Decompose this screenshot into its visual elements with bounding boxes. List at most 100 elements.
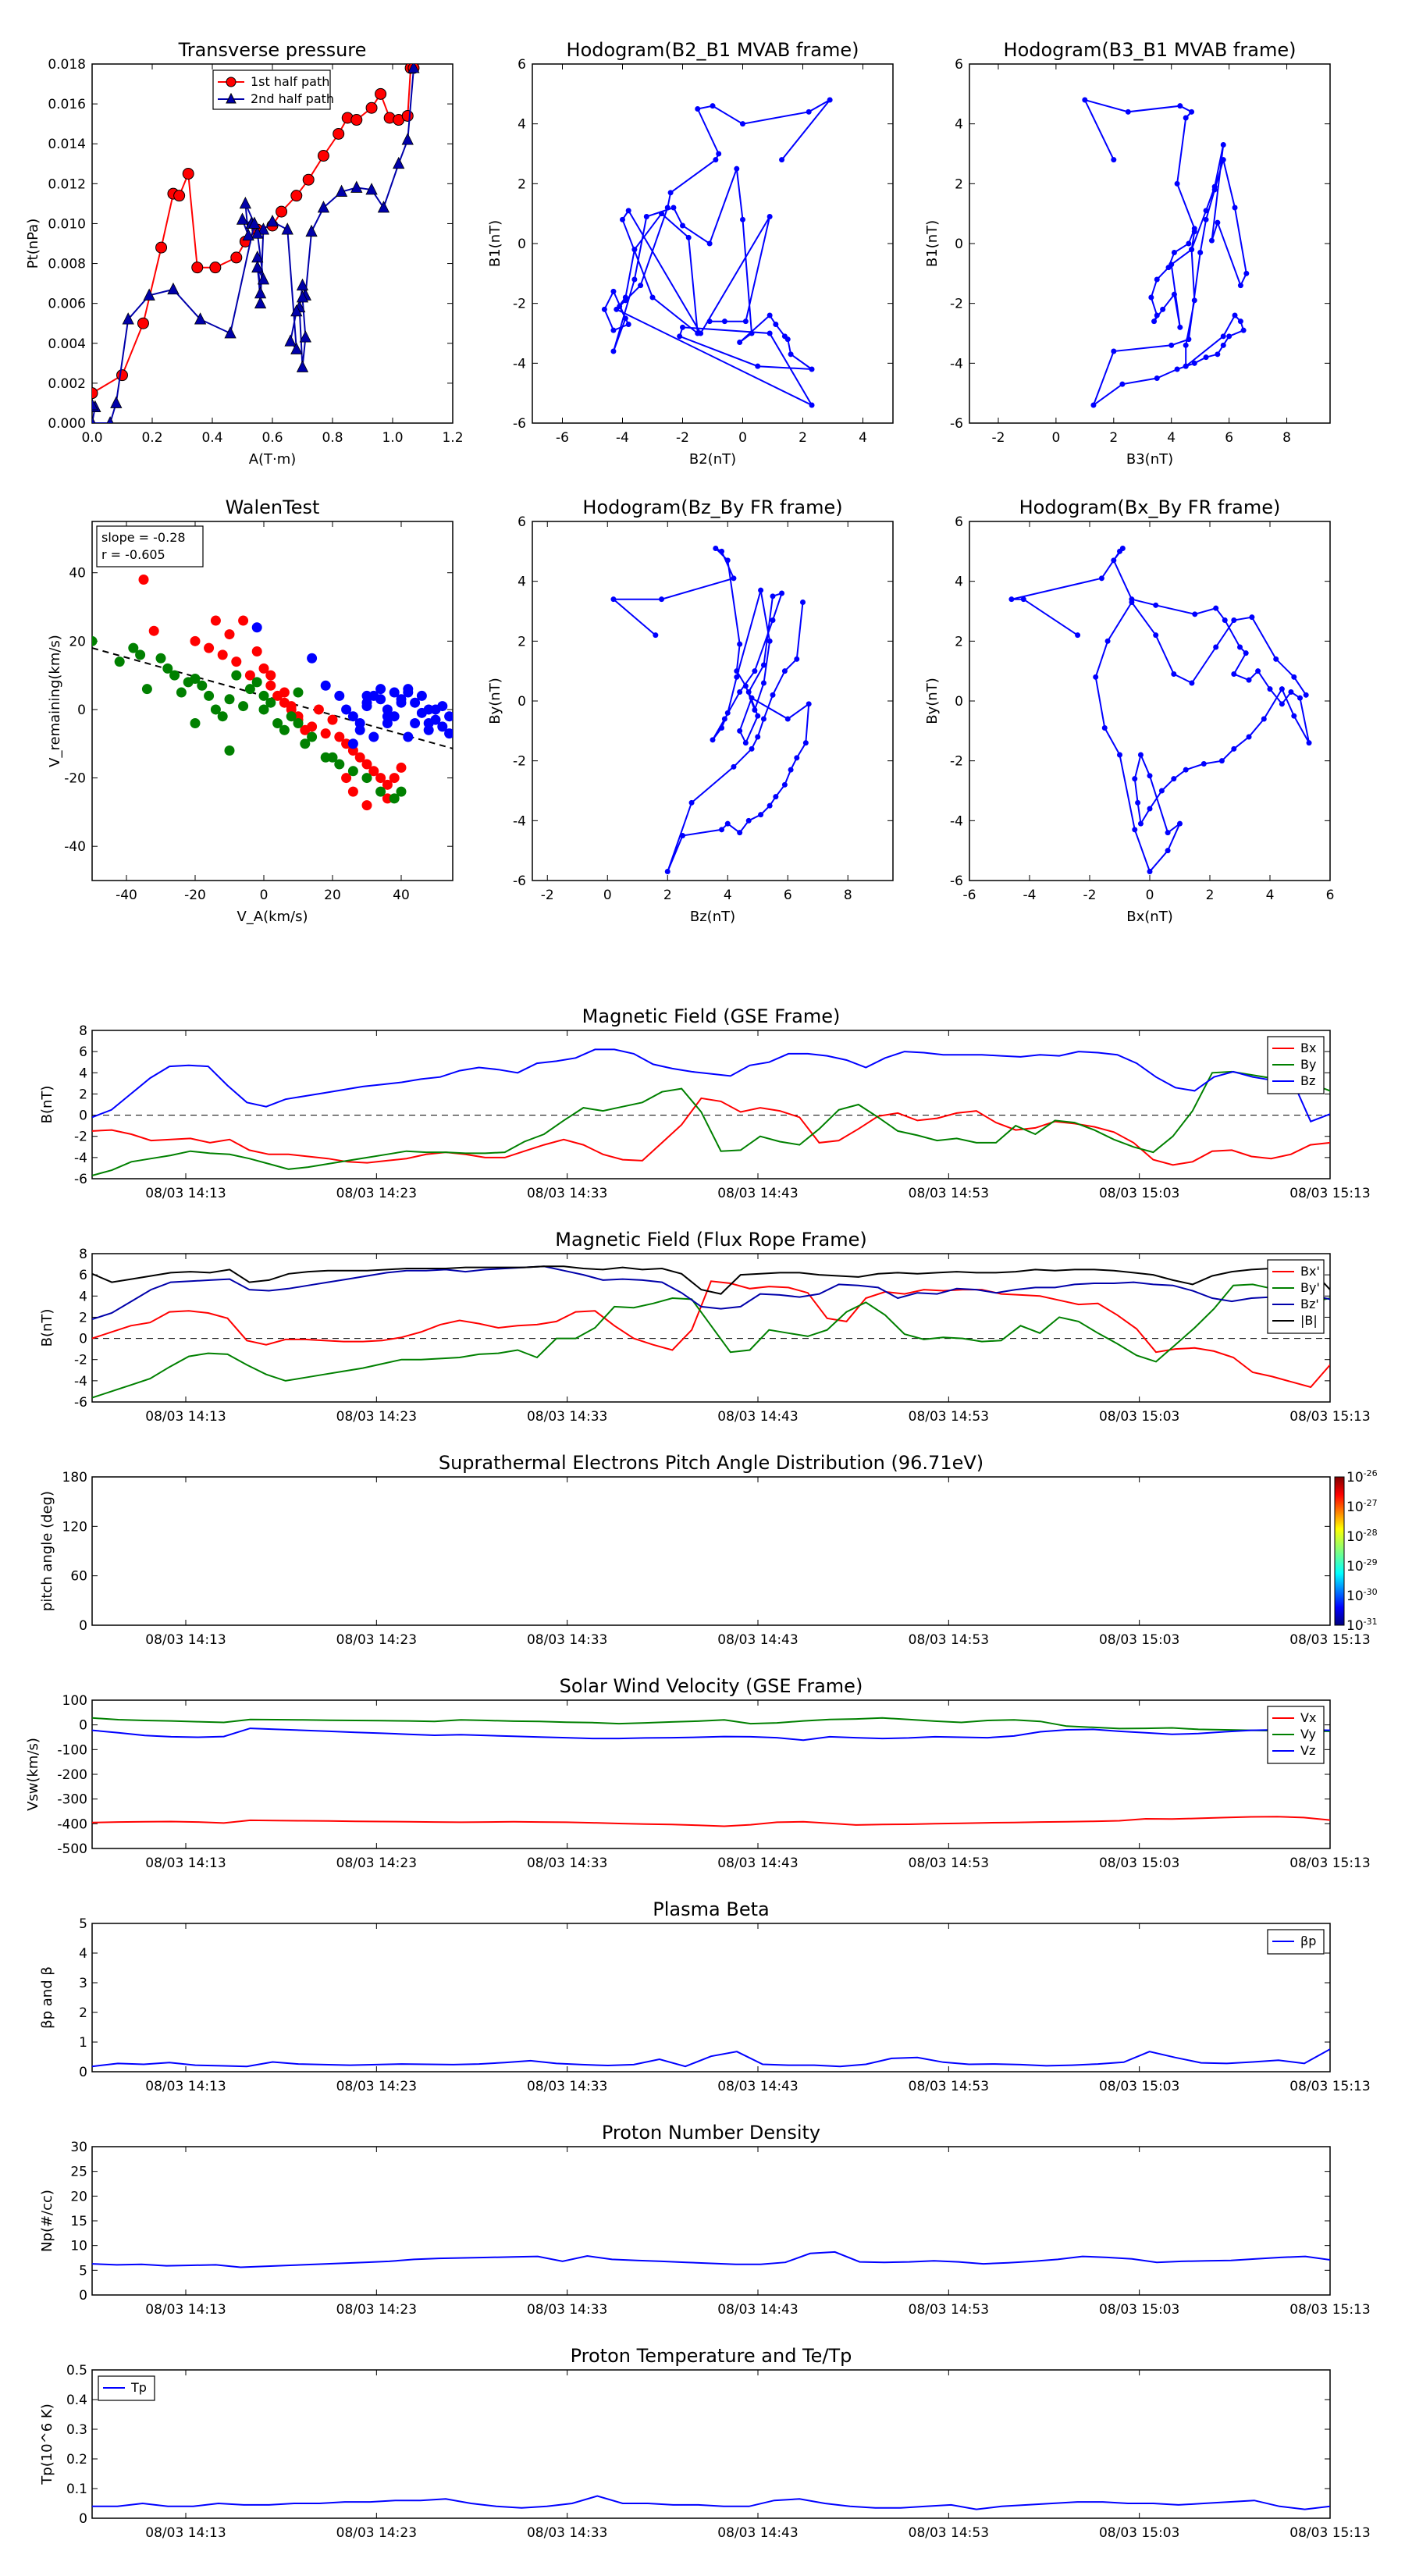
pad-colorbar-tick-label: 10-28 [1346,1528,1378,1545]
h1-point [740,216,745,222]
walen-point [361,701,372,712]
h2-point [1119,381,1126,387]
walen-point [114,656,125,667]
beta-ytick-label: 0 [79,2065,87,2080]
walen-point [138,574,149,585]
h2-point [1168,262,1175,268]
h3-point [724,557,731,564]
h3-point [760,716,767,722]
pt-point [236,212,249,225]
h2-point [1220,342,1226,348]
h3-xtick-label: 8 [844,888,852,903]
tp-xtick-label: 08/03 15:03 [1099,2525,1179,2541]
np-xtick-label: 08/03 14:13 [145,2302,226,2318]
vsw-ytick-label: -100 [57,1742,87,1758]
h2-panel: Hodogram(B3_B1 MVAB frame) -2 0 2 4 6 8 -6 -4 -2 0… [924,39,1331,468]
tp-xtick-label: 08/03 14:53 [909,2525,989,2541]
bgse-ytick-label: -4 [74,1151,87,1166]
walen-point [327,714,338,725]
bgse-xtick-label: 08/03 14:13 [145,1186,226,1201]
h1-xtick-label: -4 [616,430,629,446]
h4-point [1132,776,1138,782]
np-ytick-label: 0 [79,2288,87,2304]
beta-xtick-label: 08/03 14:53 [909,2079,989,2094]
h2-point [1220,333,1226,340]
walen-point [416,690,427,701]
vsw-xtick-label: 08/03 14:33 [527,1856,607,1871]
walen-point [307,731,318,742]
tp-panel: Proton Temperature and Te/Tp 08/03 14:13 0… [39,2345,1371,2541]
walen-point [444,728,453,739]
pad-xtick-label: 08/03 14:53 [909,1632,989,1648]
vsw-xtick-label: 08/03 14:43 [717,1856,798,1871]
bfr-xtick-label: 08/03 14:13 [145,1409,226,1425]
bfr-xtick-label: 08/03 14:43 [717,1409,798,1425]
h1-point [649,294,656,301]
h1-point [685,234,692,240]
h3-point [773,794,779,800]
walen-point [251,677,262,688]
h3-point [770,593,776,600]
h3-panel: Hodogram(Bz_By FR frame) -2 0 2 4 6 8 -6 -4 -2 0 2 4… [487,496,894,925]
pt-point [224,326,237,339]
bfr-legend-label: |B| [1300,1313,1318,1328]
walen-point [148,625,159,636]
h1-ylabel: B1(nT) [487,220,503,267]
beta-title: Plasma Beta [653,1898,769,1920]
walen-point [258,663,269,674]
pt-point [296,360,309,372]
bgse-xtick-label: 08/03 15:03 [1099,1186,1179,1201]
h2-ytick-label: 6 [955,57,963,73]
np-series-0-line [92,2250,1330,2268]
h2-point [1082,97,1088,103]
np-xtick-label: 08/03 15:13 [1289,2302,1370,2318]
h4-point [1104,638,1111,644]
h3-point [767,802,773,809]
pad-xtick-label: 08/03 14:43 [717,1632,798,1648]
bgse-plot-frame [91,1030,1331,1179]
tp-series-0-line [92,2495,1330,2510]
h1-point [809,366,815,372]
h4-point [1288,689,1294,695]
h4-point [1255,668,1261,674]
h3-point [767,638,773,644]
h1-point [680,324,685,330]
h1-point [710,103,716,109]
h1-point [806,109,812,115]
h2-point [1090,402,1097,408]
h4-ytick-label: 6 [955,514,963,530]
pt-point [239,196,251,209]
walen-point [293,687,304,698]
h2-point [1154,375,1160,381]
walen-xtick-label: 0 [260,888,269,903]
beta-xtick-label: 08/03 14:13 [145,2079,226,2094]
h2-point [1191,360,1197,366]
bfr-series-2-line [92,1265,1330,1321]
h3-point [794,755,800,761]
h1-ytick-label: 6 [518,57,526,73]
h3-plot-area [610,546,812,874]
h2-ytick-label: -4 [950,356,963,372]
pt-point [350,114,363,126]
h4-xtick-label: 6 [1326,888,1335,903]
h1-ytick-label: -4 [513,356,526,372]
np-ytick-label: 25 [70,2165,87,2180]
beta-xtick-label: 08/03 15:13 [1289,2079,1370,2094]
bfr-ytick-label: 8 [79,1247,87,1262]
pt-point [116,369,128,382]
h2-point [1226,333,1232,340]
vsw-legend-label: Vx [1300,1710,1316,1725]
walen-point [231,656,242,667]
walen-point [169,670,180,681]
h1-point [740,121,745,127]
walen-point [444,711,453,722]
vsw-ytick-label: 100 [62,1693,87,1709]
walen-point [135,649,146,660]
bfr-xtick-label: 08/03 14:53 [909,1409,989,1425]
pt-point [317,150,329,162]
h3-point [806,701,812,707]
walen-point [217,711,228,722]
walen-point [128,642,139,653]
h4-xtick-label: -2 [1083,888,1097,903]
bfr-legend-label: Bz' [1300,1297,1319,1311]
